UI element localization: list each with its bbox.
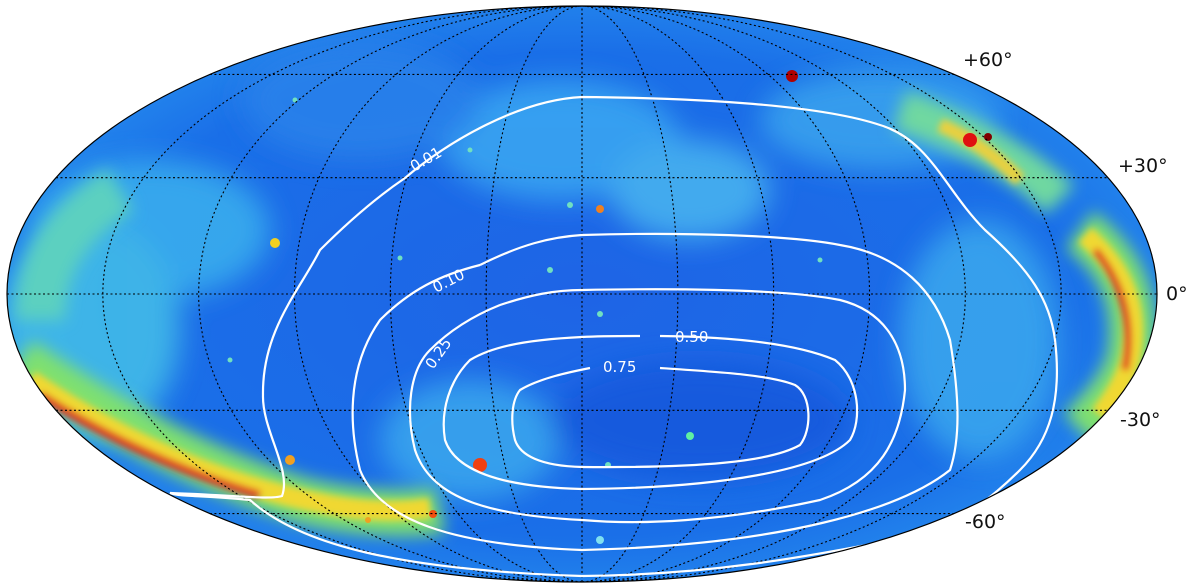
lat-label-0: 0° xyxy=(1166,283,1188,305)
lat-label-plus60: +60° xyxy=(963,49,1013,71)
contour-001 xyxy=(169,95,1058,578)
probability-contours xyxy=(169,95,1058,578)
graticule xyxy=(7,5,1157,583)
contour-050 xyxy=(442,334,859,491)
meridian-line xyxy=(581,5,1062,583)
lat-label-minus30: -30° xyxy=(1120,409,1161,431)
lat-label-minus60: -60° xyxy=(965,511,1006,533)
latitude-labels: +60° +30° 0° -30° -60° xyxy=(963,49,1188,533)
contour-label-050: 0.50 xyxy=(675,328,708,346)
meridian-line xyxy=(485,5,583,583)
lat-label-plus30: +30° xyxy=(1118,155,1168,177)
contour-010 xyxy=(351,232,959,552)
contour-025 xyxy=(408,288,907,524)
map-outline xyxy=(6,5,1158,583)
contour-075 xyxy=(511,366,810,469)
meridian-line xyxy=(102,5,583,583)
contour-label-075: 0.75 xyxy=(603,358,636,376)
